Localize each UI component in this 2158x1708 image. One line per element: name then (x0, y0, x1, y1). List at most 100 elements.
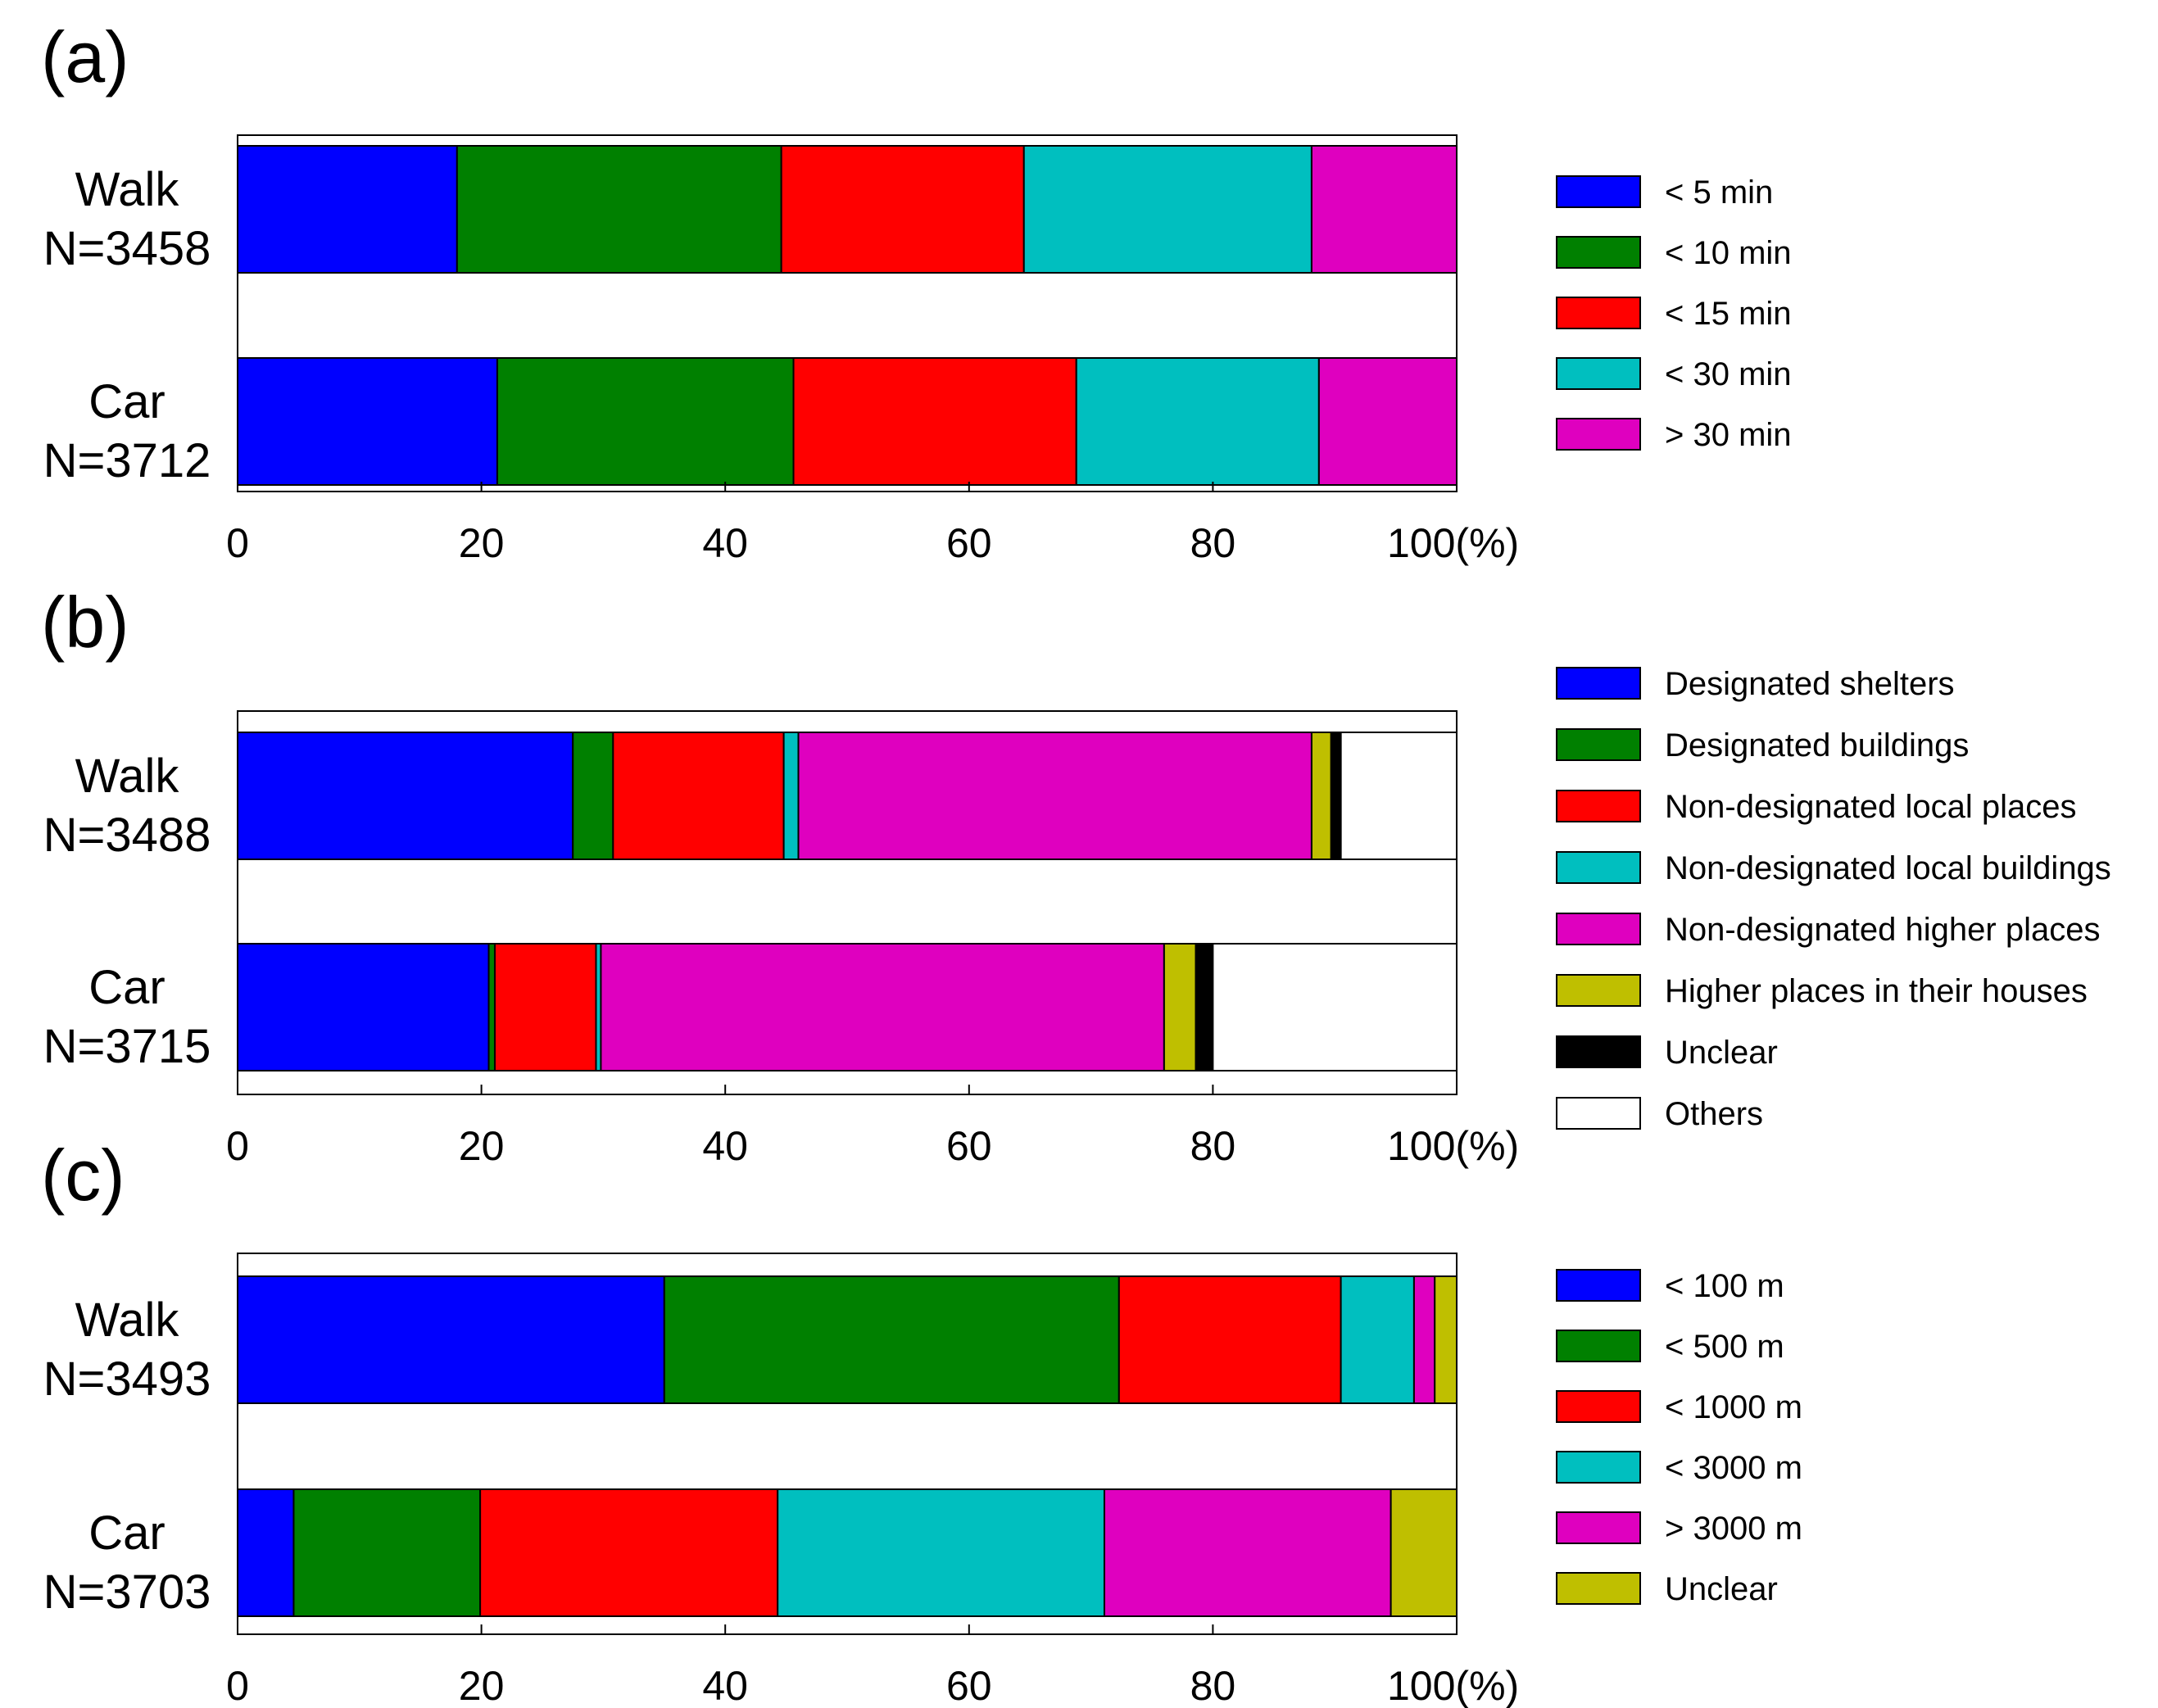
x-tick-label: 0 (226, 520, 249, 566)
bar-segment-car-2 (792, 357, 1077, 486)
bar-segment-car-0 (237, 1488, 295, 1617)
category-count-label: N=3703 (43, 1565, 211, 1619)
bar-segment-walk-7 (1340, 732, 1458, 860)
bar-segment-car-6 (1195, 943, 1214, 1071)
legend-label: Designated shelters (1665, 666, 1955, 702)
legend-label: < 5 min (1665, 174, 1773, 211)
bar-segment-walk-2 (1118, 1275, 1342, 1404)
bar-segment-walk-3 (1022, 145, 1312, 274)
bar-segment-walk-1 (572, 732, 614, 860)
bar-segment-walk-2 (612, 732, 785, 860)
x-tick-label: 40 (702, 1123, 748, 1169)
bar-segment-car-1 (496, 357, 795, 486)
plot-frame (237, 1253, 1458, 1635)
legend-swatch (1556, 1572, 1641, 1605)
legend-label: < 15 min (1665, 296, 1792, 332)
x-tick-label: 80 (1190, 1123, 1236, 1169)
category-count-label: N=3712 (43, 434, 211, 487)
bar-segment-car-5 (1163, 943, 1197, 1071)
legend-swatch (1556, 236, 1641, 269)
x-tick-label: 20 (459, 1123, 505, 1169)
legend-label: > 3000 m (1665, 1511, 1802, 1547)
legend-label: > 30 min (1665, 417, 1792, 453)
category-count-label: N=3458 (43, 222, 211, 275)
x-tick-label: 80 (1190, 1663, 1236, 1708)
bar-segment-walk-1 (456, 145, 782, 274)
legend-label: Unclear (1665, 1035, 1778, 1071)
legend-swatch (1556, 418, 1641, 451)
legend-swatch (1556, 790, 1641, 822)
bar-segment-car-4 (600, 943, 1165, 1071)
bar-segment-car-2 (479, 1488, 779, 1617)
bar-segment-car-0 (237, 943, 490, 1071)
bar-segment-walk-3 (1340, 1275, 1415, 1404)
category-label: Walk (75, 750, 180, 803)
legend-label: < 500 m (1665, 1329, 1784, 1365)
bar-segment-car-5 (1390, 1488, 1458, 1617)
bar-segment-walk-4 (797, 732, 1312, 860)
bar-segment-car-0 (237, 357, 498, 486)
legend-swatch (1556, 297, 1641, 329)
x-tick-label: 100(%) (1387, 520, 1519, 566)
x-tick-label: 60 (946, 520, 992, 566)
bar-segment-car-1 (487, 943, 496, 1071)
legend-label: Non-designated higher places (1665, 912, 2100, 948)
x-tick-label: 40 (702, 1663, 748, 1708)
category-count-label: N=3488 (43, 809, 211, 862)
bar-segment-walk-3 (782, 732, 800, 860)
x-tick-label: 60 (946, 1123, 992, 1169)
bar-segment-car-7 (1212, 943, 1458, 1071)
panel-label: (b) (41, 582, 129, 663)
legend-swatch (1556, 728, 1641, 761)
panel-b: (b) Walk N=3488 Car N=3715 0 20 40 60 80 100(%) Des… (41, 582, 2111, 1169)
legend-swatch (1556, 1330, 1641, 1362)
x-tick-label: 100(%) (1387, 1663, 1519, 1708)
legend-label: Higher places in their houses (1665, 973, 2088, 1009)
legend-swatch (1556, 357, 1641, 390)
category-count-label: N=3715 (43, 1020, 211, 1073)
category-label: Car (88, 1506, 165, 1560)
panel-a: (a) Walk N=3458 Car N=3712 0 20 40 60 80 100(%) < 5… (41, 16, 1792, 566)
bar-segment-walk-1 (663, 1275, 1120, 1404)
x-tick-label: 20 (459, 1663, 505, 1708)
plot-frame (237, 710, 1458, 1095)
bar-segment-car-3 (1075, 357, 1320, 486)
legend-label: < 30 min (1665, 356, 1792, 392)
bar-segment-walk-0 (237, 145, 458, 274)
x-tick-label: 0 (226, 1663, 249, 1708)
panel-label: (c) (41, 1135, 125, 1216)
legend-label: < 3000 m (1665, 1450, 1802, 1486)
bar-segment-walk-4 (1310, 145, 1458, 274)
legend-swatch (1556, 1097, 1641, 1130)
legend-label: Others (1665, 1096, 1763, 1132)
legend-swatch (1556, 1269, 1641, 1302)
panel-label: (a) (41, 16, 129, 97)
legend-swatch (1556, 974, 1641, 1007)
category-label: Walk (75, 163, 180, 216)
legend-swatch (1556, 913, 1641, 945)
x-tick-label: 40 (702, 520, 748, 566)
bar-segment-car-4 (1317, 357, 1458, 486)
legend-label: < 1000 m (1665, 1389, 1802, 1425)
bar-segment-car-3 (777, 1488, 1105, 1617)
x-tick-label: 100(%) (1387, 1123, 1519, 1169)
legend-swatch (1556, 1390, 1641, 1423)
legend-swatch (1556, 1511, 1641, 1544)
x-tick-label: 80 (1190, 520, 1236, 566)
category-count-label: N=3493 (43, 1352, 211, 1406)
legend-swatch (1556, 175, 1641, 208)
bar-segment-car-1 (292, 1488, 482, 1617)
legend-label: < 100 m (1665, 1268, 1784, 1304)
bar-segment-car-2 (493, 943, 597, 1071)
legend-label: Non-designated local buildings (1665, 850, 2111, 886)
legend-label: Non-designated local places (1665, 789, 2077, 825)
bar-segment-car-4 (1103, 1488, 1392, 1617)
legend-swatch (1556, 1451, 1641, 1484)
x-tick-label: 60 (946, 1663, 992, 1708)
category-label: Car (88, 961, 165, 1014)
bar-segment-walk-5 (1434, 1275, 1458, 1404)
bar-segment-walk-6 (1330, 732, 1342, 860)
bar-segment-walk-2 (780, 145, 1025, 274)
